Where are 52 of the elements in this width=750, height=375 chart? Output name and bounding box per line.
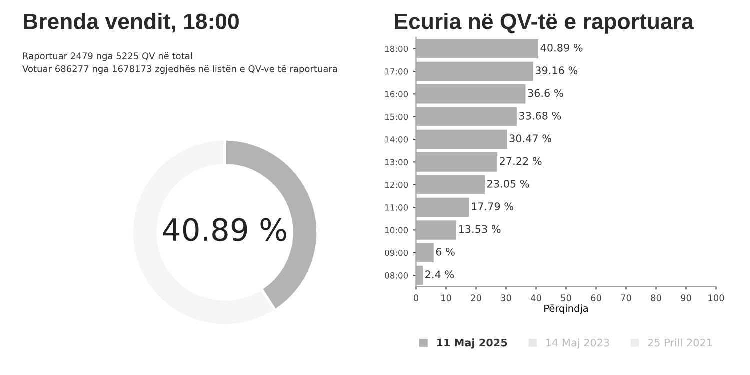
legend-label: 14 Maj 2023: [546, 338, 610, 349]
x-tick-label: 0: [414, 294, 419, 302]
chart-title: Ecuria në QV-të e raportuara: [395, 13, 694, 34]
data-label: 6 %: [436, 248, 455, 256]
y-tick-label: 09:00: [385, 250, 408, 256]
y-tick-label: 15:00: [386, 114, 408, 120]
y-tick-label: 10:00: [386, 227, 408, 234]
bar: [416, 197, 470, 218]
data-label: 23.05 %: [488, 180, 530, 188]
data-label: 39.16 %: [536, 66, 578, 75]
data-label: 17.79 %: [472, 202, 514, 211]
data-label: 30.47 %: [510, 134, 552, 143]
y-tick-label: 18:00: [386, 46, 408, 52]
y-tick-label: 08:00: [385, 272, 408, 279]
y-tick-label: 11:00: [386, 204, 408, 211]
bar: [416, 220, 458, 241]
bar: [416, 84, 526, 104]
legend-label: 11 Maj 2025: [437, 338, 508, 349]
x-tick-label: 50: [561, 294, 572, 302]
chart-subtitle: Raportuar 2479 nga 5225 QV në total Votuar 686277 nga 1678173 zgjedhës në listën e QV-ve të raportuara: [22, 52, 338, 74]
x-tick-label: 100: [708, 294, 724, 302]
x-tick-label: 80: [651, 294, 662, 302]
x-tick-label: 30: [501, 294, 512, 302]
y-tick-label: 16:00: [386, 91, 408, 98]
x-tick-label: 40: [530, 294, 542, 302]
x-axis-title: Përqindja: [544, 304, 588, 314]
data-label: 33.68 %: [519, 112, 562, 120]
bar: [416, 152, 498, 173]
x-tick-label: 90: [681, 294, 692, 302]
data-label: 36.6 %: [528, 89, 564, 98]
x-tick-label: 10: [442, 294, 452, 302]
bar: [416, 38, 540, 60]
x-tick-label: 20: [471, 294, 482, 302]
y-tick-label: 13:00: [386, 159, 408, 166]
bar: [416, 242, 435, 264]
bar: [416, 174, 486, 196]
data-label: 13.53 %: [459, 225, 501, 234]
chart-title: Brenda vendit, 18:00: [24, 13, 239, 33]
y-tick-label: 17:00: [386, 68, 408, 75]
data-label: 27.22 %: [500, 157, 542, 166]
y-tick-label: 12:00: [386, 182, 408, 188]
bar: [416, 129, 508, 150]
legend-label: 25 Prill 2021: [648, 338, 712, 347]
y-tick-label: 14:00: [386, 136, 408, 143]
bar: [416, 61, 534, 82]
data-label: 40.89 %: [540, 44, 583, 52]
bar: [416, 106, 518, 128]
data-label: 2.4 %: [426, 270, 454, 279]
text: 40.89 %: [163, 218, 286, 242]
x-tick-label: 70: [621, 294, 632, 302]
x-tick-label: 60: [591, 294, 602, 302]
bar: [416, 265, 424, 286]
